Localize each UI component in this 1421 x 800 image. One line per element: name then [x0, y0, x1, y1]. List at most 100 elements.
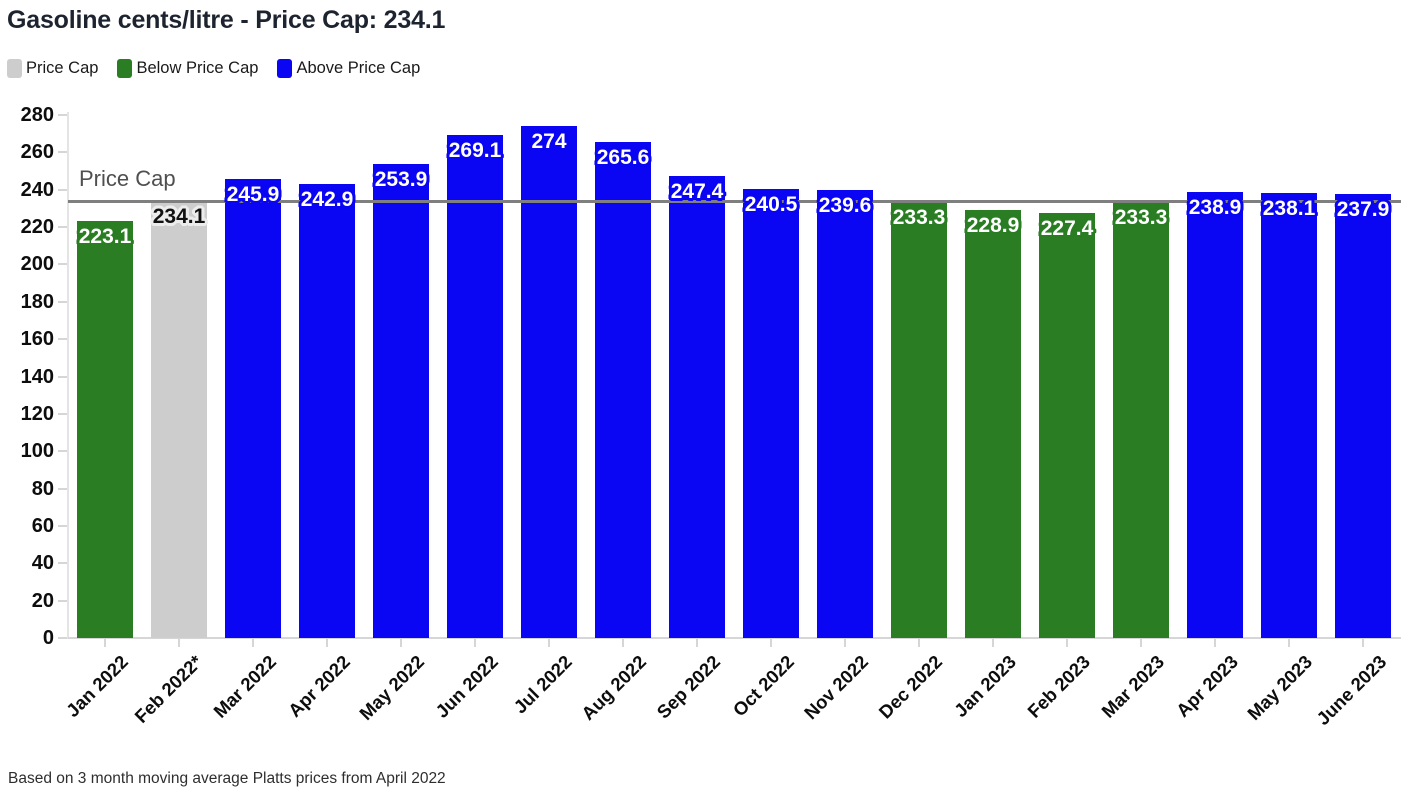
- bar-value-label: 274: [531, 130, 567, 154]
- x-tick-mark: [1362, 639, 1364, 647]
- bar-value-label: 240.5: [744, 192, 798, 216]
- bar-value-label: 269.1: [448, 139, 502, 163]
- y-axis-label: 240: [20, 178, 54, 201]
- x-tick-mark: [326, 639, 328, 647]
- legend-item-below-price-cap[interactable]: Below Price Cap: [117, 59, 258, 78]
- y-tick-mark: [58, 300, 67, 303]
- y-tick-mark: [58, 375, 67, 378]
- y-tick-mark: [58, 188, 67, 191]
- chart-bar[interactable]: [1261, 193, 1317, 638]
- x-axis-line: [68, 637, 1401, 639]
- y-axis-label: 260: [20, 141, 54, 164]
- chart-bar[interactable]: [891, 202, 947, 638]
- chart-bar[interactable]: [1335, 193, 1391, 638]
- chart-bar[interactable]: [225, 178, 281, 638]
- x-tick-mark: [1066, 639, 1068, 647]
- y-tick-mark: [58, 412, 67, 415]
- chart-bar[interactable]: [817, 190, 873, 638]
- bar-value-label: 238.9: [1188, 195, 1242, 219]
- x-axis-label: June 2023: [1311, 651, 1390, 730]
- y-axis-label: 80: [31, 477, 54, 500]
- x-axis-label: Feb 2023: [1023, 651, 1094, 722]
- bar-value-label: 238.1: [1262, 197, 1316, 221]
- x-axis-label: Jan 2023: [949, 651, 1020, 722]
- legend-label-above-price-cap: Above Price Cap: [296, 59, 421, 77]
- x-axis-label: Nov 2022: [799, 651, 872, 724]
- x-axis-label: Jul 2022: [509, 651, 576, 718]
- chart-bar[interactable]: [743, 188, 799, 638]
- x-tick-mark: [1288, 639, 1290, 647]
- x-axis-label: Dec 2022: [874, 651, 946, 723]
- y-tick-mark: [58, 599, 67, 602]
- x-tick-mark: [696, 639, 698, 647]
- price-cap-swatch-icon: [7, 59, 22, 78]
- y-tick-mark: [58, 562, 67, 565]
- y-axis-label: 220: [20, 216, 54, 239]
- chart-bar[interactable]: [1187, 191, 1243, 638]
- y-axis-label: 0: [42, 627, 54, 649]
- bar-value-label: 237.9: [1336, 197, 1390, 221]
- bar-value-label: 239.6: [818, 194, 872, 218]
- y-tick-mark: [58, 151, 67, 154]
- chart-bar[interactable]: [299, 184, 355, 638]
- x-tick-mark: [252, 639, 254, 647]
- x-axis-label: May 2023: [1242, 651, 1316, 725]
- chart-bar[interactable]: [77, 221, 133, 638]
- bar-value-label: 245.9: [226, 182, 280, 206]
- chart-title: Gasoline cents/litre - Price Cap: 234.1: [7, 6, 446, 34]
- x-axis-label: Mar 2022: [208, 651, 280, 722]
- bar-value-label: 253.9: [374, 167, 428, 191]
- y-tick-mark: [58, 338, 67, 341]
- x-tick-mark: [770, 639, 772, 647]
- y-axis-label: 20: [31, 589, 54, 612]
- y-axis-line: [67, 112, 69, 639]
- bar-value-label: 227.4: [1040, 217, 1094, 241]
- y-axis-label: 140: [20, 365, 54, 388]
- x-tick-mark: [992, 639, 994, 647]
- bar-value-label: 265.6: [596, 145, 650, 169]
- x-tick-mark: [844, 639, 846, 647]
- x-axis-label: Mar 2023: [1096, 651, 1168, 722]
- price-cap-line-label: Price Cap: [79, 166, 176, 191]
- chart-bar[interactable]: [151, 200, 207, 638]
- y-axis-label: 160: [20, 328, 54, 351]
- y-tick-mark: [58, 114, 67, 116]
- y-tick-mark: [58, 263, 67, 266]
- y-tick-mark: [58, 487, 67, 490]
- chart-bar[interactable]: [1039, 213, 1095, 638]
- bar-value-label: 247.4: [670, 179, 724, 203]
- y-axis-label: 40: [31, 552, 54, 575]
- x-axis-label: Apr 2023: [1171, 651, 1242, 722]
- chart-bar[interactable]: [373, 163, 429, 638]
- chart-bar[interactable]: [1113, 202, 1169, 638]
- bar-value-label: 234.1: [152, 204, 206, 228]
- bar-value-label: 233.3: [892, 206, 946, 230]
- y-axis-label: 120: [20, 402, 54, 425]
- x-tick-mark: [104, 639, 106, 647]
- chart-bar[interactable]: [521, 126, 577, 638]
- price-cap-line: [68, 199, 1401, 203]
- y-axis-label: 200: [20, 253, 54, 276]
- chart-bar[interactable]: [447, 135, 503, 638]
- x-axis-label: Jun 2022: [431, 651, 502, 722]
- x-axis-label: Feb 2022*: [129, 651, 206, 727]
- y-tick-mark: [58, 637, 67, 639]
- legend-label-below-price-cap: Below Price Cap: [136, 59, 259, 77]
- x-tick-mark: [918, 639, 920, 647]
- x-tick-mark: [548, 639, 550, 647]
- legend-item-above-price-cap[interactable]: Above Price Cap: [277, 59, 420, 78]
- x-tick-mark: [622, 639, 624, 647]
- x-axis-label: Oct 2022: [728, 651, 798, 721]
- chart-bar[interactable]: [595, 141, 651, 638]
- y-axis-label: 100: [20, 440, 54, 463]
- y-tick-mark: [58, 226, 67, 229]
- above-price-cap-swatch-icon: [277, 59, 293, 78]
- legend-label-price-cap: Price Cap: [26, 59, 99, 77]
- legend-item-price-cap[interactable]: Price Cap: [7, 59, 98, 78]
- chart-bar[interactable]: [965, 210, 1021, 638]
- x-axis-label: Jan 2022: [61, 651, 132, 722]
- chart-bar[interactable]: [669, 175, 725, 638]
- bar-value-label: 242.9: [300, 188, 354, 212]
- bar-value-label: 228.9: [966, 214, 1020, 238]
